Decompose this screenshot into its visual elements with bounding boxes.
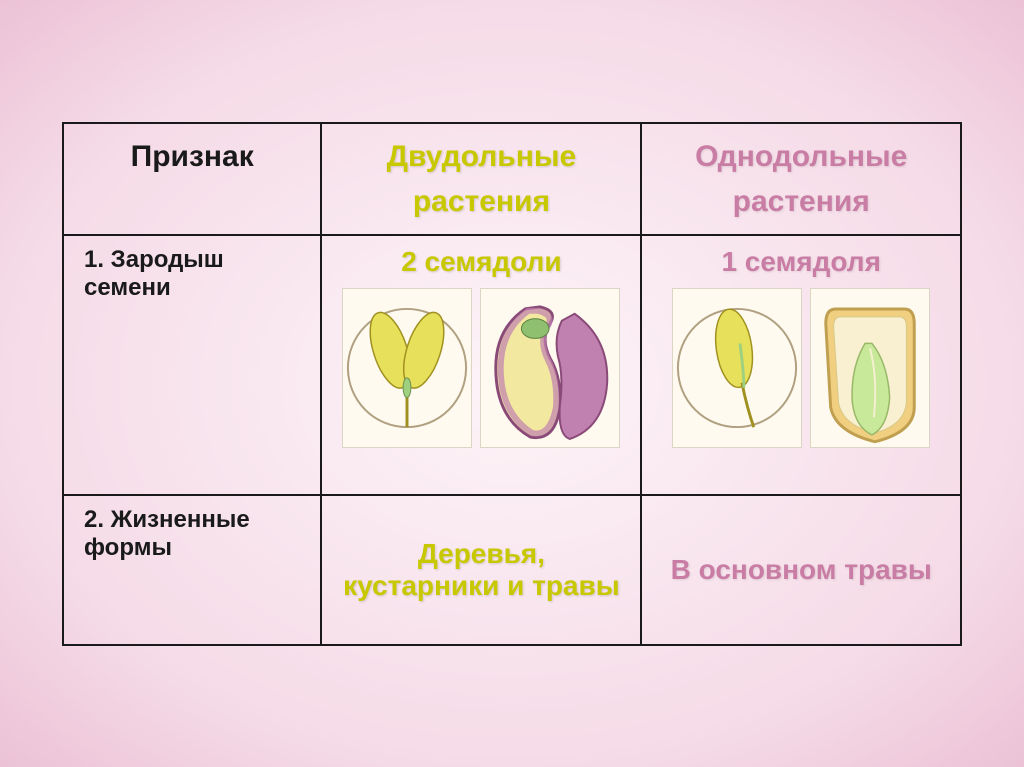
row-lifeforms-label: 2. Жизненные формы: [63, 495, 321, 645]
dicot-bean-icon: [480, 288, 620, 448]
mono-embryo-value: 1 семядоля: [662, 246, 940, 278]
dicot-images: [342, 288, 620, 448]
header-mono: Однодольные растения: [641, 123, 961, 235]
row-embryo: 1. Зародыш семени 2 семядоли: [63, 235, 961, 495]
row-lifeforms: 2. Жизненные формы Деревья, кустарники и…: [63, 495, 961, 645]
header-trait: Признак: [63, 123, 321, 235]
mono-circle-icon: [672, 288, 802, 448]
dicot-circle-icon: [342, 288, 472, 448]
mono-grain-icon: [810, 288, 930, 448]
dicot-lifeforms-value: Деревья, кустарники и травы: [321, 495, 641, 645]
mono-images: [662, 288, 940, 448]
cell-dicot-embryo: 2 семядоли: [321, 235, 641, 495]
row-embryo-label: 1. Зародыш семени: [63, 235, 321, 495]
cell-mono-embryo: 1 семядоля: [641, 235, 961, 495]
dicot-embryo-value: 2 семядоли: [342, 246, 620, 278]
header-row: Признак Двудольные растения Однодольные …: [63, 123, 961, 235]
header-dicot: Двудольные растения: [321, 123, 641, 235]
comparison-table: Признак Двудольные растения Однодольные …: [62, 122, 962, 646]
mono-lifeforms-value: В основном травы: [641, 495, 961, 645]
